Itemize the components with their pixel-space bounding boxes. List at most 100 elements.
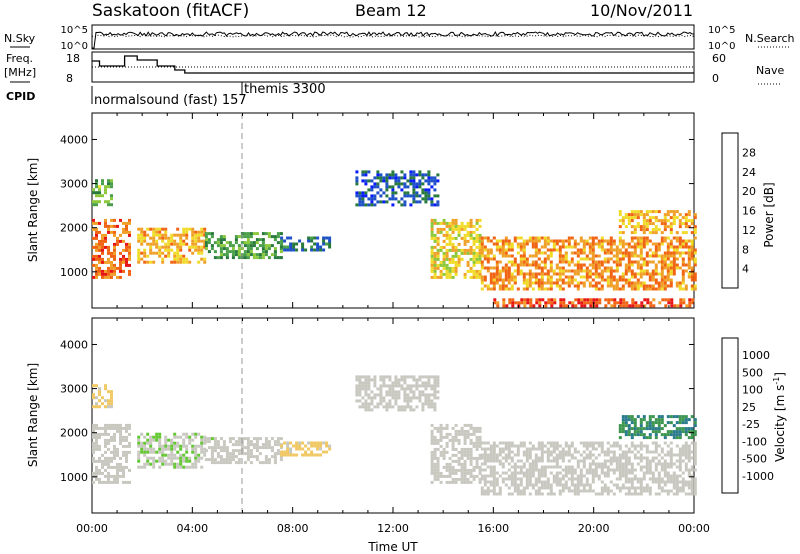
- echo-cell: [675, 266, 679, 270]
- echo-cell: [612, 456, 616, 460]
- echo-cell: [391, 188, 395, 192]
- echo-cell: [645, 424, 649, 428]
- echo-cell: [606, 486, 610, 490]
- echo-cell: [681, 480, 685, 484]
- echo-cell: [597, 492, 601, 496]
- echo-cell: [439, 248, 443, 252]
- echo-cell: [116, 447, 119, 451]
- echo-cell: [591, 245, 595, 249]
- echo-cell: [472, 465, 476, 469]
- echo-cell: [621, 427, 625, 431]
- echo-cell: [249, 250, 253, 254]
- echo-cell: [457, 456, 461, 460]
- echo-cell: [442, 266, 446, 270]
- echo-cell: [549, 239, 553, 243]
- echo-cell: [501, 456, 505, 460]
- echo-cell: [204, 449, 208, 453]
- echo-cell: [486, 492, 490, 496]
- echo-cell: [243, 241, 247, 245]
- echo-cell: [394, 399, 398, 403]
- echo-cell: [273, 440, 277, 444]
- echo-cell: [675, 492, 679, 496]
- echo-cell: [597, 441, 601, 445]
- echo-cell: [690, 251, 694, 255]
- echo-cell: [636, 284, 640, 288]
- echo-cell: [403, 381, 407, 385]
- echo-cell: [216, 256, 220, 260]
- echo-cell: [528, 456, 532, 460]
- echo-cell: [642, 415, 646, 419]
- echo-cell: [454, 471, 458, 475]
- echo-cell: [370, 408, 374, 412]
- echo-cell: [492, 489, 496, 493]
- echo-cell: [627, 486, 631, 490]
- echo-cell: [663, 219, 667, 223]
- echo-cell: [588, 245, 592, 249]
- echo-cell: [534, 251, 538, 255]
- echo-cell: [663, 436, 667, 440]
- echo-cell: [489, 459, 493, 463]
- echo-cell: [439, 272, 443, 276]
- echo-cell: [678, 415, 682, 419]
- echo-cell: [678, 486, 682, 490]
- echo-cell: [125, 429, 128, 433]
- echo-cell: [203, 438, 207, 442]
- echo-cell: [179, 459, 183, 463]
- echo-cell: [525, 287, 529, 291]
- echo-cell: [621, 242, 625, 246]
- echo-cell: [684, 450, 688, 454]
- echo-cell: [684, 284, 688, 288]
- echo-cell: [495, 492, 499, 496]
- echo-cell: [591, 254, 595, 258]
- echo-cell: [197, 444, 201, 448]
- echo-cell: [107, 248, 110, 252]
- echo-cell: [409, 390, 413, 394]
- echo-cell: [415, 200, 419, 204]
- echo-cell: [319, 453, 323, 457]
- echo-cell: [155, 438, 159, 442]
- echo-cell: [364, 182, 368, 186]
- echo-cell: [210, 458, 214, 462]
- echo-cell: [586, 301, 590, 305]
- echo-cell: [600, 263, 604, 267]
- echo-cell: [104, 191, 107, 195]
- echo-cell: [240, 443, 244, 447]
- echo-cell: [246, 443, 250, 447]
- echo-cell: [672, 213, 676, 217]
- echo-cell: [104, 188, 107, 192]
- echo-cell: [161, 257, 165, 261]
- echo-cell: [116, 224, 119, 228]
- echo-cell: [191, 227, 195, 231]
- echo-cell: [684, 269, 688, 273]
- echo-cell: [104, 269, 107, 273]
- echo-cell: [457, 260, 461, 264]
- echo-cell: [519, 483, 523, 487]
- echo-cell: [222, 458, 226, 462]
- echo-cell: [627, 468, 631, 472]
- echo-cell: [92, 429, 95, 433]
- echo-cell: [409, 194, 413, 198]
- echo-cell: [424, 381, 428, 385]
- echo-cell: [639, 427, 643, 431]
- echo-cell: [628, 304, 632, 308]
- echo-cell: [231, 455, 235, 459]
- echo-cell: [546, 486, 550, 490]
- echo-cell: [642, 231, 646, 235]
- echo-cell: [361, 197, 365, 201]
- echo-cell: [101, 396, 104, 400]
- echo-cell: [179, 456, 183, 460]
- echo-cell: [540, 447, 544, 451]
- echo-cell: [409, 182, 413, 186]
- echo-cell: [654, 219, 658, 223]
- echo-cell: [222, 449, 226, 453]
- echo-cell: [528, 480, 532, 484]
- echo-cell: [412, 197, 416, 201]
- echo-cell: [615, 248, 619, 252]
- echo-cell: [651, 427, 655, 431]
- echo-cell: [95, 438, 98, 442]
- echo-cell: [495, 275, 499, 279]
- echo-cell: [531, 444, 535, 448]
- echo-cell: [552, 474, 556, 478]
- echo-cell: [412, 375, 416, 379]
- echo-cell: [489, 275, 493, 279]
